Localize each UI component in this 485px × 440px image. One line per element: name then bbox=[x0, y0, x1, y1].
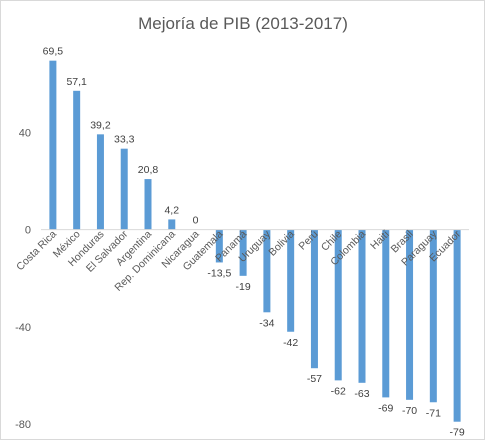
bar bbox=[358, 229, 366, 383]
bar bbox=[382, 229, 390, 398]
bar bbox=[144, 179, 152, 230]
data-label: -34 bbox=[259, 317, 274, 329]
y-tick-label: -80 bbox=[15, 419, 31, 431]
data-label: -13,5 bbox=[207, 267, 231, 279]
data-label: 57,1 bbox=[66, 76, 87, 88]
bar bbox=[453, 229, 461, 422]
data-label: 69,5 bbox=[43, 46, 64, 58]
bar bbox=[215, 229, 223, 263]
data-label: -42 bbox=[283, 337, 298, 349]
data-label: -71 bbox=[426, 407, 441, 419]
bar bbox=[406, 229, 414, 400]
bar bbox=[310, 229, 318, 369]
data-label: -70 bbox=[402, 405, 417, 417]
y-tick-label: 40 bbox=[19, 127, 31, 139]
y-axis: 40 0 -40 -80 bbox=[15, 127, 31, 431]
bar bbox=[287, 229, 295, 332]
data-label: 33,3 bbox=[114, 134, 135, 146]
chart-title: Mejoría de PIB (2013-2017) bbox=[138, 14, 348, 33]
bar bbox=[73, 90, 81, 230]
bar bbox=[263, 229, 271, 313]
bars-group bbox=[49, 60, 461, 422]
bar bbox=[334, 229, 342, 381]
data-label: -69 bbox=[378, 402, 393, 414]
data-label: 0 bbox=[193, 215, 199, 227]
data-label: 39,2 bbox=[90, 119, 111, 131]
data-label: -57 bbox=[307, 373, 322, 385]
bar bbox=[96, 134, 104, 230]
bar bbox=[239, 229, 247, 276]
bar bbox=[120, 148, 128, 230]
data-label: 20,8 bbox=[138, 164, 159, 176]
data-label: -63 bbox=[354, 388, 369, 400]
data-label: -62 bbox=[331, 385, 346, 397]
bar bbox=[168, 219, 176, 230]
bar bbox=[49, 60, 57, 230]
y-tick-label: -40 bbox=[15, 322, 31, 334]
bar bbox=[429, 229, 437, 403]
data-label: -19 bbox=[236, 281, 251, 293]
value-labels: 69,5 57,1 39,233,3 20,8 4,2 0 -13,5 -19 -34 -42 -5… bbox=[43, 46, 465, 439]
data-label: -79 bbox=[450, 427, 465, 439]
y-tick-label: 0 bbox=[25, 225, 31, 237]
data-label: 4,2 bbox=[164, 204, 179, 216]
